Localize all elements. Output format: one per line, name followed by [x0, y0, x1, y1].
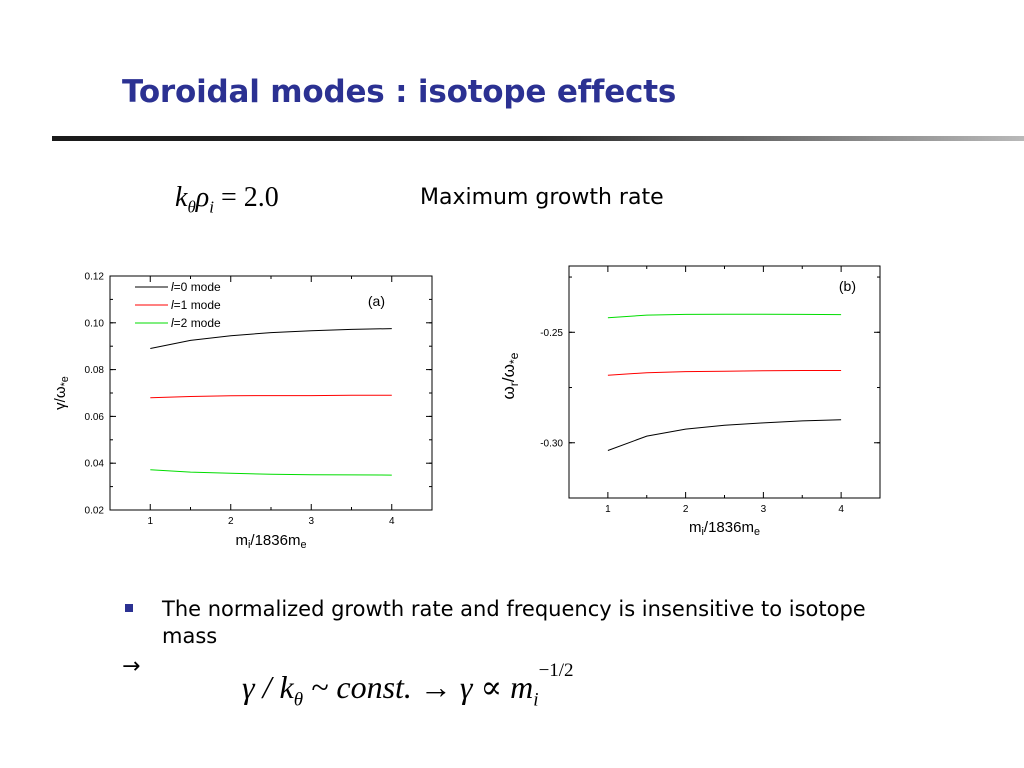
legend-label-2: l=2 mode	[171, 316, 221, 330]
y-tick-label: 0.02	[85, 506, 105, 517]
formula-part1: γ / k	[242, 669, 294, 705]
y-axis-label: ωr/ω*e	[499, 352, 521, 399]
series-line-1	[150, 394, 392, 399]
x-axis-label-part-1: i	[702, 526, 704, 538]
y-tick-label: -0.30	[540, 438, 563, 449]
formula-i: i	[209, 197, 214, 217]
y-axis-label-part-1: *e	[59, 376, 71, 386]
legend-name: =1 mode	[174, 298, 221, 312]
formula-exponent: −1/2	[538, 660, 574, 681]
x-axis-label-part-2: /1836m	[704, 519, 754, 536]
chart-panel-a: 1 2 3 40.020.040.060.080.100.12(a)l=0 model…	[85, 272, 433, 527]
y-axis-label-part-2: /ω	[499, 364, 518, 382]
x-axis-label: mi/1836me	[689, 519, 760, 538]
legend-label-1: l=1 mode	[171, 298, 221, 312]
x-axis-label-part-2: /1836m	[250, 532, 300, 549]
x-tick-label: 3	[761, 504, 767, 515]
x-tick-label: 1	[147, 516, 153, 527]
x-axis-label-part-0: m	[689, 519, 702, 536]
x-tick-label: 2	[683, 504, 689, 515]
legend-name: =2 mode	[174, 316, 221, 330]
x-tick-label: 3	[308, 516, 314, 527]
formula-k-rho: kθρi = 2.0	[175, 182, 279, 218]
chart-panel-b: 1 2 3 4 -0.30 -0.25 (b)	[540, 265, 881, 515]
formula-theta: θ	[187, 197, 196, 217]
y-tick-label: 0.06	[85, 412, 105, 423]
y-axis-label: γ/ω*e	[52, 376, 71, 410]
square-bullet-icon	[125, 604, 133, 612]
x-axis-label-part-3: e	[300, 539, 306, 551]
legend-name: =0 mode	[174, 280, 221, 294]
x-tick-label: 2	[228, 516, 234, 527]
legend-label-0: l=0 mode	[171, 280, 221, 294]
x-tick-label: 1	[605, 504, 611, 515]
y-axis-label-part-3: *e	[507, 352, 521, 364]
plot-frame	[568, 265, 881, 499]
y-axis-label-part-1: r	[507, 382, 521, 386]
x-axis-label-part-1: i	[248, 539, 250, 551]
arrow-icon: →	[122, 654, 141, 679]
formula-part2: ~ const. → γ ∝ m	[303, 669, 534, 705]
formula-rhs: = 2.0	[213, 182, 279, 213]
series-line-2	[150, 469, 392, 476]
slide-title: Toroidal modes : isotope effects	[122, 74, 677, 110]
y-tick-label: 0.04	[85, 459, 105, 470]
formula-k: k	[175, 182, 188, 213]
formula-scaling: γ / kθ ~ const. → γ ∝ mi −1/2	[242, 660, 574, 711]
series-line-2	[607, 419, 842, 451]
x-axis-label: mi/1836me	[236, 532, 307, 551]
max-growth-label: Maximum growth rate	[420, 185, 664, 210]
bullet-text: The normalized growth rate and frequency…	[162, 597, 866, 648]
y-tick-label: 0.10	[85, 318, 105, 329]
series-line-0	[607, 313, 842, 319]
y-axis-label-part-0: ω	[499, 386, 518, 399]
title-divider	[52, 136, 1024, 141]
series-line-1	[607, 370, 842, 376]
formula-sub2: i	[533, 689, 539, 711]
legend-prefix: l	[171, 280, 174, 294]
y-tick-label: 0.08	[85, 365, 105, 376]
y-tick-label: -0.25	[540, 328, 563, 339]
x-axis-label-part-0: m	[236, 532, 249, 549]
panel-label: (a)	[368, 293, 385, 309]
legend-prefix: l	[171, 316, 174, 330]
y-tick-label: 0.12	[85, 272, 105, 283]
x-axis-label-part-3: e	[754, 526, 760, 538]
x-tick-label: 4	[389, 516, 395, 527]
panel-label: (b)	[839, 278, 856, 294]
x-tick-label: 4	[838, 504, 844, 515]
y-axis-label-part-0: γ/ω	[52, 386, 69, 410]
formula-sub1: θ	[293, 689, 304, 711]
series-line-0	[150, 328, 392, 349]
legend-prefix: l	[171, 298, 174, 312]
formula-rho: ρ	[195, 182, 210, 213]
